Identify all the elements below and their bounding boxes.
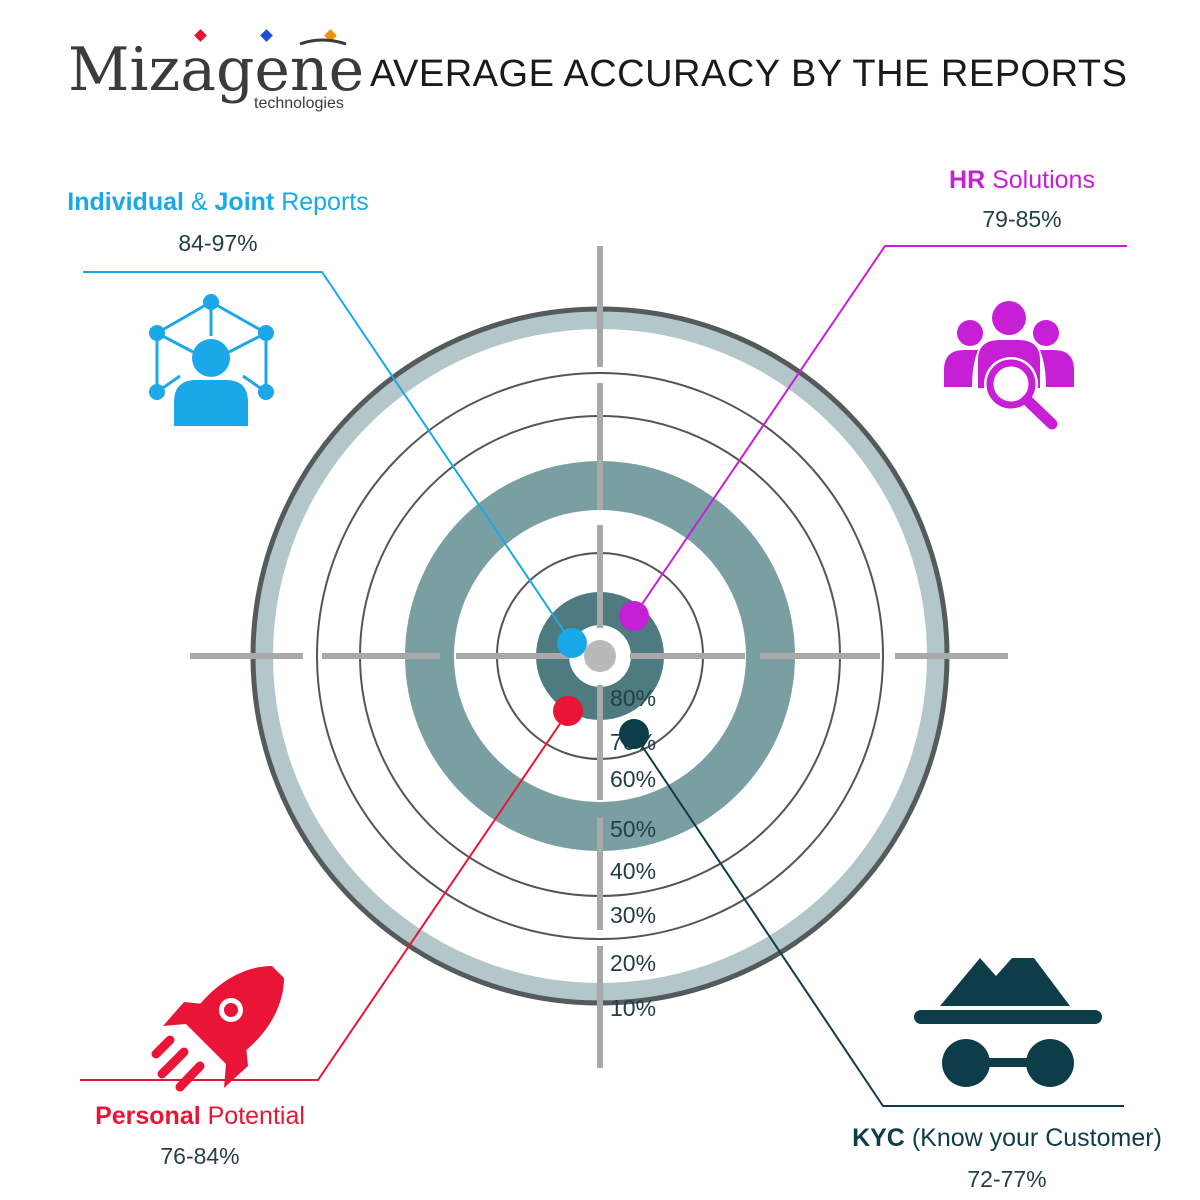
ring-label-60: 60%: [610, 766, 656, 792]
logo-dot-blue: [260, 29, 273, 42]
ring-label-50: 50%: [610, 816, 656, 842]
ring-label-40: 40%: [610, 858, 656, 884]
marker-hr: [619, 601, 649, 631]
brand-name: Mizagene: [68, 35, 364, 105]
marker-kyc: [619, 719, 649, 749]
leader-line-hr: [633, 245, 1127, 617]
label-personal: Personal Potential: [95, 1102, 305, 1130]
target-chart: 80% 70% 60% 50% 40% 30% 20% 10%: [190, 246, 1008, 1068]
people-search-icon: [944, 301, 1074, 430]
bullseye: [584, 640, 616, 672]
ring-label-80: 80%: [610, 685, 656, 711]
leader-line-individual: [83, 271, 573, 644]
logo-dot-red: [194, 29, 207, 42]
ring-label-10: 10%: [610, 995, 656, 1021]
brand-logo: Mizagene technologies: [68, 29, 364, 112]
leader-line-kyc: [633, 733, 1124, 1107]
network-person-icon: [149, 294, 274, 426]
leader-line-personal: [80, 711, 569, 1081]
brand-tagline: technologies: [254, 95, 344, 112]
label-hr: HR Solutions: [949, 166, 1095, 194]
range-individual: 84-97%: [178, 230, 257, 256]
label-kyc: KYC (Know your Customer): [852, 1124, 1162, 1152]
range-hr: 79-85%: [982, 206, 1061, 232]
rocket-icon: [151, 966, 284, 1092]
marker-personal: [553, 696, 583, 726]
range-kyc: 72-77%: [967, 1166, 1046, 1192]
ring-label-20: 20%: [610, 950, 656, 976]
crosshair: [190, 246, 1008, 1068]
logo-accent-mark: [299, 38, 347, 46]
page-title: AVERAGE ACCURACY BY THE REPORTS: [370, 53, 1127, 95]
spy-icon: [914, 958, 1102, 1087]
marker-individual: [557, 628, 587, 658]
label-individual: Individual & Joint Reports: [67, 188, 368, 216]
range-personal: 76-84%: [160, 1143, 239, 1169]
ring-label-30: 30%: [610, 902, 656, 928]
